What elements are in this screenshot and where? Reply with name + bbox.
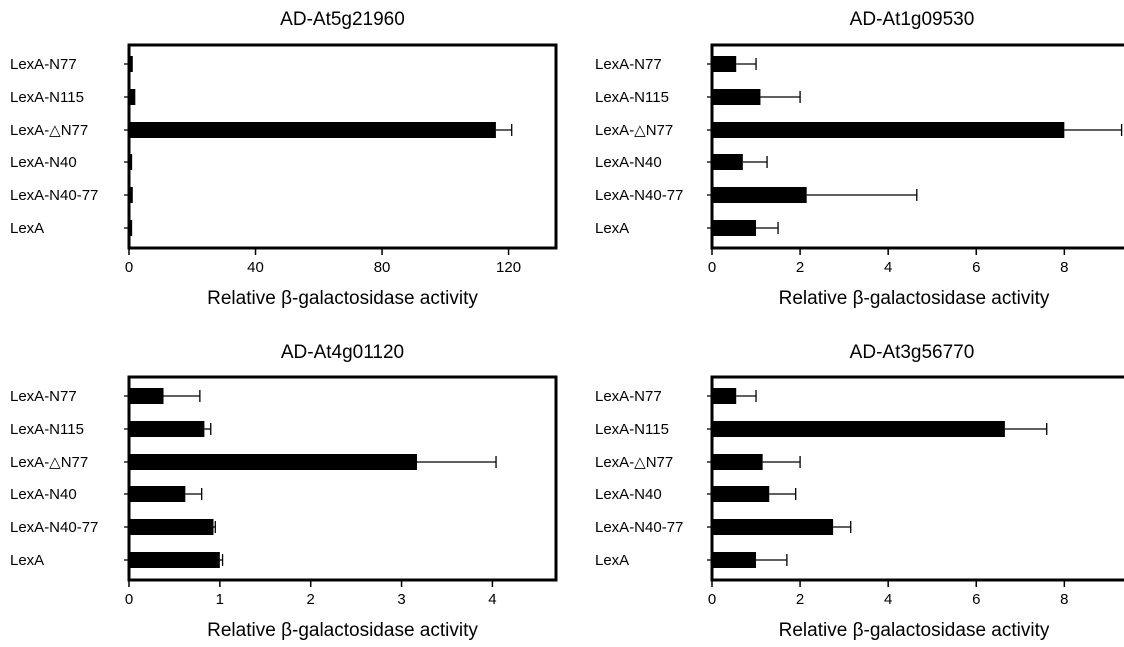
- category-label: LexA-△N77: [595, 122, 673, 139]
- x-tick-label: 0: [708, 591, 716, 608]
- chart-title: AD-At4g01120: [281, 342, 404, 363]
- bar-2: [129, 122, 496, 138]
- bar-4: [129, 519, 214, 535]
- category-label: LexA-N115: [10, 89, 84, 106]
- bar-5: [129, 220, 133, 236]
- x-tick-label: 2: [796, 259, 804, 276]
- x-tick-label: 6: [972, 259, 980, 276]
- x-tick-label: 0: [708, 259, 716, 276]
- plot-frame: [127, 43, 558, 250]
- category-label: LexA-N40-77: [595, 187, 683, 204]
- bar-5: [712, 552, 757, 568]
- category-label: LexA-N40-77: [10, 519, 98, 536]
- chart-title: AD-At5g21960: [280, 9, 405, 30]
- x-tick-label: 0: [125, 591, 133, 608]
- bar-4: [712, 519, 834, 535]
- bar-1: [129, 89, 136, 105]
- bar-2: [712, 454, 763, 470]
- chart-title: AD-At1g09530: [850, 9, 975, 30]
- plot-frame: [127, 375, 558, 582]
- category-label: LexA: [10, 552, 44, 569]
- x-tick-label: 40: [247, 259, 264, 276]
- x-tick-label: 2: [796, 591, 804, 608]
- x-tick-label: 6: [972, 591, 980, 608]
- bar-0: [712, 56, 737, 72]
- chart-title: AD-At3g56770: [850, 342, 975, 363]
- category-label: LexA-N40: [595, 154, 662, 171]
- category-label: LexA-△N77: [10, 454, 88, 471]
- x-tick-label: 0: [125, 259, 133, 276]
- bar-0: [712, 388, 737, 404]
- panel-at5g21960: AD-At5g21960 LexA-N77 LexA-N115 LexA-△N77 Le…: [10, 9, 558, 309]
- category-label: LexA-N77: [595, 388, 662, 405]
- plot-frame: [710, 375, 1124, 582]
- bar-1: [129, 421, 205, 437]
- category-label: LexA: [595, 552, 629, 569]
- category-label: LexA-N77: [595, 56, 662, 73]
- x-tick-label: 120: [496, 259, 521, 276]
- bar-2: [129, 454, 417, 470]
- bar-3: [712, 154, 743, 170]
- bar-3: [129, 486, 186, 502]
- panel-at4g01120: AD-At4g01120 LexA-N77 LexA-N115 LexA-△N77 Le…: [10, 342, 558, 641]
- category-label: LexA-N115: [595, 89, 669, 106]
- bar-3: [129, 154, 133, 170]
- bar-0: [129, 388, 164, 404]
- category-label: LexA: [595, 220, 629, 237]
- bar-5: [129, 552, 220, 568]
- bar-3: [712, 486, 770, 502]
- x-tick-label: 1: [216, 591, 224, 608]
- category-label: LexA-N40-77: [10, 187, 98, 204]
- category-label: LexA-N115: [595, 421, 669, 438]
- x-tick-label: 8: [1060, 259, 1068, 276]
- category-label: LexA-N77: [10, 388, 77, 405]
- category-label: LexA-N40-77: [595, 519, 683, 536]
- bar-1: [712, 421, 1005, 437]
- bar-4: [712, 187, 807, 203]
- x-tick-label: 4: [488, 591, 496, 608]
- panel-at1g09530: AD-At1g09530 LexA-N77 LexA-N115 LexA-△N77 Le…: [595, 9, 1124, 309]
- x-tick-label: 3: [397, 591, 405, 608]
- x-axis-label: Relative β-galactosidase activity: [779, 620, 1050, 641]
- panel-at3g56770: AD-At3g56770 LexA-N77 LexA-N115 LexA-△N77 Le…: [595, 342, 1124, 641]
- category-label: LexA-△N77: [10, 122, 88, 139]
- bar-4: [129, 187, 133, 203]
- bar-2: [712, 122, 1065, 138]
- x-axis-label: Relative β-galactosidase activity: [207, 288, 478, 309]
- x-tick-label: 4: [884, 259, 892, 276]
- category-label: LexA-N40: [10, 154, 77, 171]
- x-axis-label: Relative β-galactosidase activity: [207, 620, 478, 641]
- category-label: LexA-N115: [10, 421, 84, 438]
- plot-frame: [710, 43, 1124, 250]
- x-tick-label: 4: [884, 591, 892, 608]
- category-label: LexA: [10, 220, 44, 237]
- bar-5: [712, 220, 757, 236]
- category-label: LexA-△N77: [595, 454, 673, 471]
- category-label: LexA-N40: [10, 486, 77, 503]
- x-axis-label: Relative β-galactosidase activity: [779, 288, 1050, 309]
- category-label: LexA-N40: [595, 486, 662, 503]
- x-tick-label: 2: [307, 591, 315, 608]
- category-label: LexA-N77: [10, 56, 77, 73]
- bar-1: [712, 89, 761, 105]
- x-tick-label: 80: [374, 259, 391, 276]
- bar-0: [129, 56, 133, 72]
- x-tick-label: 8: [1060, 591, 1068, 608]
